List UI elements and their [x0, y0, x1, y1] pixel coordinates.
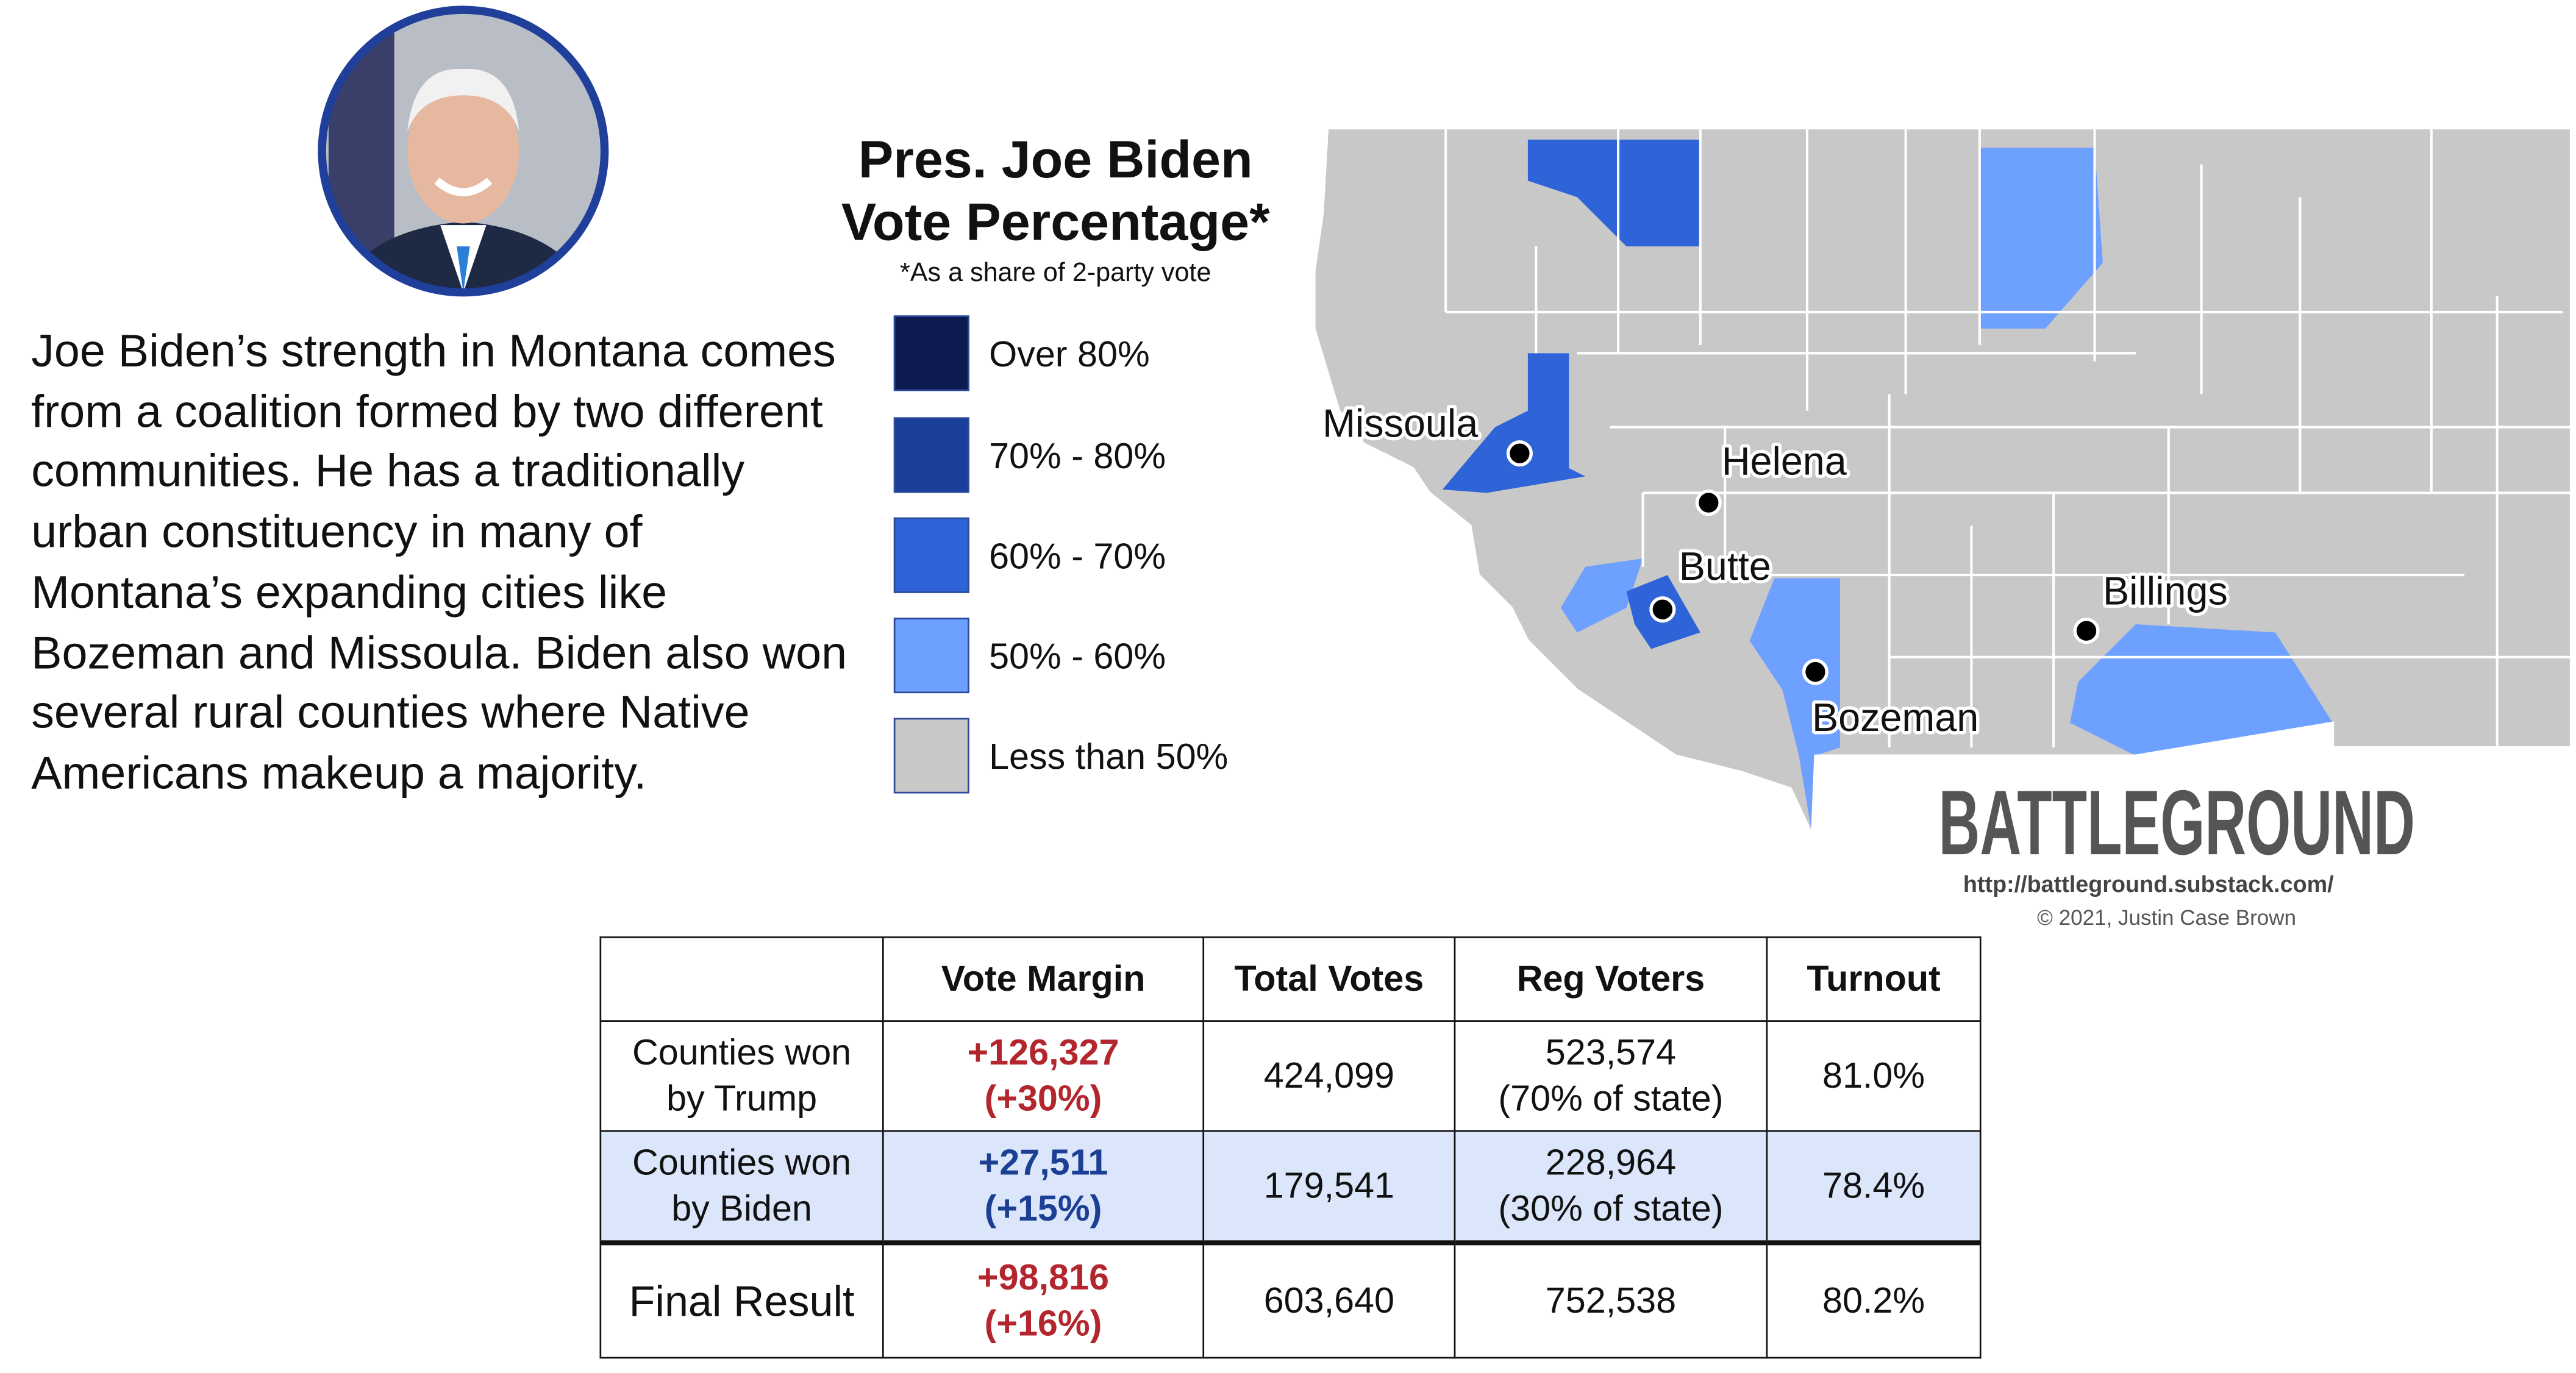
county-line — [1444, 128, 2499, 747]
smile — [434, 177, 493, 196]
description: Joe Biden’s strength in Montana comes fr… — [31, 325, 847, 799]
county-line — [1446, 310, 2571, 747]
header-cell: Reg Voters — [1454, 936, 1768, 1022]
row-label: Counties won by Biden — [599, 1130, 884, 1244]
legend-label: 60% - 70% — [989, 535, 1166, 577]
county-gallatin — [1749, 578, 1840, 835]
cell: 603,640 — [1202, 1240, 1456, 1359]
table-row: Final Result +98,816 (+16%) 603,640 752,… — [599, 1240, 1982, 1359]
header-cell — [599, 936, 884, 1022]
cell: 80.2% — [1766, 1240, 1982, 1359]
city-label: Butte — [1679, 544, 1771, 588]
copyright: © 2021, Justin Case Brown — [2037, 906, 2296, 930]
brand-name: BATTLEGROUND — [1939, 771, 2415, 874]
portrait-frame — [318, 5, 609, 297]
cell: 228,964 (30% of state) — [1454, 1130, 1768, 1244]
cell: 78.4% — [1766, 1130, 1982, 1244]
cell: +126,327 (+30%) — [882, 1020, 1205, 1132]
county-blaine — [1979, 148, 2103, 329]
legend-label: 50% - 60% — [989, 635, 1166, 677]
hair — [407, 68, 519, 132]
cell: +27,511 (+15%) — [882, 1130, 1205, 1244]
map — [1314, 128, 2571, 835]
results-table: Vote Margin Total Votes Reg Voters Turno… — [599, 936, 1982, 1359]
legend-title: Pres. Joe Biden Vote Percentage* — [841, 129, 1270, 252]
header-cell: Turnout — [1766, 936, 1982, 1022]
header-cell: Vote Margin — [882, 936, 1205, 1022]
cell: +98,816 (+16%) — [882, 1240, 1205, 1359]
legend-swatch — [893, 517, 969, 593]
cell: 523,574 (70% of state) — [1454, 1020, 1768, 1132]
state-outline — [1313, 127, 2572, 835]
city-dot — [1506, 440, 1533, 467]
county-lines — [1444, 128, 2571, 747]
row-label: Counties won by Trump — [599, 1020, 884, 1132]
face — [407, 79, 519, 224]
brand-url: http://battleground.substack.com/ — [1963, 871, 2334, 897]
city-dot — [1802, 658, 1829, 685]
county-deer-lodge — [1560, 558, 1643, 633]
legend-swatch — [893, 718, 969, 794]
row-label: Final Result — [599, 1240, 884, 1359]
city-label: Billings — [2103, 569, 2228, 613]
table-row: Counties won by Biden +27,511 (+15%) 179… — [599, 1130, 1982, 1244]
tie — [457, 246, 470, 290]
city-dot — [2073, 618, 2100, 644]
county-missoula — [1442, 353, 1586, 493]
legend-swatch — [893, 417, 969, 493]
legend-label: Less than 50% — [989, 736, 1229, 777]
legend-swatch — [893, 618, 969, 694]
city-dot — [1695, 489, 1722, 516]
header-cell: Total Votes — [1202, 936, 1456, 1022]
table-row: Counties won by Trump +126,327 (+30%) 42… — [599, 1020, 1982, 1132]
legend-label: Over 80% — [989, 333, 1150, 375]
city-dot — [1649, 596, 1676, 623]
city-label: Bozeman — [1812, 695, 1978, 740]
portrait — [325, 13, 602, 290]
city-label: Missoula — [1322, 401, 1478, 446]
cell: 752,538 — [1454, 1240, 1768, 1359]
cell: 81.0% — [1766, 1020, 1982, 1132]
legend-swatch — [893, 315, 969, 391]
cell: 179,541 — [1202, 1130, 1456, 1244]
legend-label: 70% - 80% — [989, 435, 1166, 477]
city-label: Helena — [1722, 439, 1847, 483]
legend-note: *As a share of 2-party vote — [899, 259, 1211, 288]
table-header: Vote Margin Total Votes Reg Voters Turno… — [599, 936, 1982, 1022]
flag — [328, 32, 394, 280]
county-glacier — [1527, 140, 1700, 247]
cell: 424,099 — [1202, 1020, 1456, 1132]
